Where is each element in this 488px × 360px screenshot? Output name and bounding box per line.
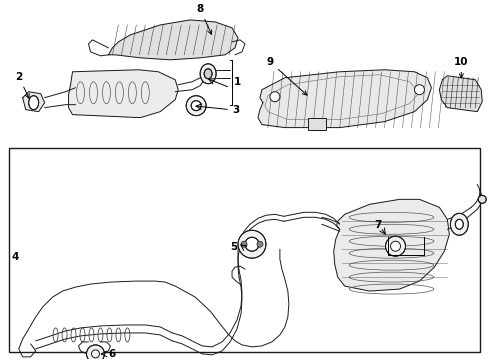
Text: 10: 10 <box>453 57 468 78</box>
Ellipse shape <box>191 101 201 111</box>
Ellipse shape <box>203 69 212 79</box>
Ellipse shape <box>186 96 206 116</box>
Circle shape <box>244 237 259 251</box>
Ellipse shape <box>200 64 216 84</box>
Ellipse shape <box>29 96 39 110</box>
Text: 5: 5 <box>229 242 237 252</box>
Polygon shape <box>22 92 44 112</box>
Circle shape <box>269 92 279 102</box>
Circle shape <box>241 241 246 247</box>
Ellipse shape <box>385 236 405 256</box>
Text: 2: 2 <box>15 72 29 98</box>
Circle shape <box>414 85 424 95</box>
Ellipse shape <box>454 219 462 229</box>
Text: 4: 4 <box>11 252 19 262</box>
Ellipse shape <box>390 241 400 251</box>
Polygon shape <box>333 199 448 291</box>
Circle shape <box>256 241 263 247</box>
Text: 8: 8 <box>196 4 211 34</box>
Polygon shape <box>68 70 178 118</box>
Polygon shape <box>108 20 238 60</box>
Text: 7: 7 <box>374 220 381 230</box>
Ellipse shape <box>477 195 485 203</box>
Polygon shape <box>258 70 430 127</box>
Bar <box>307 118 325 130</box>
Text: 1: 1 <box>234 77 241 87</box>
Circle shape <box>86 345 104 360</box>
Circle shape <box>238 230 265 258</box>
Polygon shape <box>439 76 481 112</box>
Text: 3: 3 <box>232 105 239 114</box>
Text: 6: 6 <box>108 349 116 359</box>
Bar <box>9 148 479 352</box>
Text: 9: 9 <box>266 57 306 95</box>
Ellipse shape <box>449 213 468 235</box>
